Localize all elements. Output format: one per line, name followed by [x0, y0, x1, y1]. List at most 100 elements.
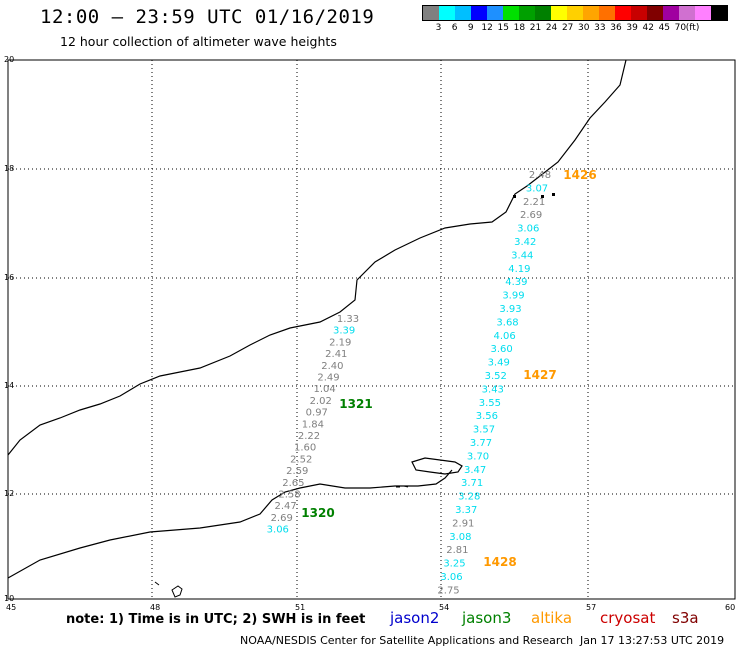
- legend-swatch: [679, 6, 695, 20]
- legend-label: 70: [674, 23, 687, 33]
- legend-color-bar: [422, 5, 728, 21]
- legend-swatch: [567, 6, 583, 20]
- wave-height-value: 4.19: [508, 264, 530, 275]
- wave-height-value: 3.57: [473, 425, 495, 436]
- legend-label: (ft): [685, 23, 700, 33]
- legend-label: 6: [451, 23, 458, 33]
- wave-height-value: 1.60: [294, 443, 316, 454]
- legend-label: 15: [497, 23, 509, 33]
- wave-height-value: 3.44: [511, 250, 533, 261]
- track-marker: [541, 195, 544, 198]
- lat-tick-label: 12: [4, 489, 15, 498]
- wave-height-value: 3.06: [267, 525, 289, 536]
- wave-height-value: 1.33: [337, 314, 359, 325]
- legend-label: 24: [545, 23, 558, 33]
- wave-height-value: 3.60: [491, 344, 513, 355]
- legend-label: 45: [658, 23, 671, 33]
- wave-height-value: 2.02: [310, 396, 332, 407]
- wave-height-value: 2.69: [271, 513, 293, 524]
- legend-swatch: [663, 6, 679, 20]
- wave-height-value: 3.93: [499, 304, 521, 315]
- legend-label: 36: [610, 23, 622, 33]
- legend-swatch: [711, 6, 727, 20]
- lat-tick-label: 10: [4, 594, 15, 603]
- wave-height-value: 3.06: [517, 224, 539, 235]
- track-time-label: 1428: [483, 555, 516, 569]
- wave-height-value: 2.81: [446, 545, 468, 556]
- lat-tick-label: 18: [4, 164, 15, 173]
- legend-swatch: [599, 6, 615, 20]
- wave-height-value: 3.39: [333, 326, 355, 337]
- wave-height-value: 3.70: [467, 451, 489, 462]
- lon-tick-label: 54: [439, 603, 450, 612]
- track-marker: [513, 195, 516, 198]
- legend-swatch: [535, 6, 551, 20]
- track-time-label: 1427: [523, 368, 556, 382]
- wave-height-value: 3.43: [482, 384, 504, 395]
- wave-height-value: 2.19: [329, 337, 351, 348]
- wave-height-value: 3.47: [464, 465, 486, 476]
- map-subtitle: 12 hour collection of altimeter wave hei…: [60, 34, 337, 49]
- satellite-name: jason3: [462, 609, 512, 627]
- lon-tick-label: 57: [586, 603, 597, 612]
- lat-tick-label: 20: [4, 55, 15, 64]
- coastline: [7, 59, 627, 579]
- credit-text: NOAA/NESDIS Center for Satellite Applica…: [240, 634, 574, 647]
- lat-tick-label: 14: [4, 381, 15, 390]
- wave-height-value: 3.06: [440, 572, 462, 583]
- legend-label: 12: [481, 23, 493, 33]
- legend-label: 18: [513, 23, 526, 33]
- legend-swatch: [647, 6, 663, 20]
- satellite-name: altika: [531, 609, 573, 627]
- wave-height-value: 2.65: [282, 478, 304, 489]
- legend-swatch: [519, 6, 535, 20]
- wave-height-value: 2.58: [278, 490, 300, 501]
- wave-height-value: 1.04: [313, 384, 335, 395]
- satellite-name: cryosat: [600, 609, 656, 627]
- legend-label: 39: [626, 23, 638, 33]
- legend-swatch: [631, 6, 647, 20]
- wave-height-value: 2.40: [321, 361, 343, 372]
- legend-swatch: [583, 6, 599, 20]
- islets: [154, 485, 409, 598]
- wave-height-value: 3.68: [496, 317, 518, 328]
- timestamp-text: Jan 17 13:27:53 UTC 2019: [580, 634, 725, 647]
- wave-height-value: 2.75: [437, 585, 459, 596]
- wave-height-value: 3.77: [470, 438, 492, 449]
- wave-height-value: 2.69: [520, 210, 542, 221]
- lon-tick-label: 51: [295, 603, 306, 612]
- wave-height-value: 3.71: [461, 478, 483, 489]
- wave-height-value: 4.39: [505, 277, 527, 288]
- legend-swatch: [615, 6, 631, 20]
- map-frame: [7, 59, 736, 600]
- legend-swatch: [439, 6, 455, 20]
- lon-tick-label: 45: [6, 603, 17, 612]
- wave-height-value: 2.22: [298, 431, 320, 442]
- wave-height-value: 2.41: [325, 349, 347, 360]
- wave-height-value: 2.21: [523, 197, 545, 208]
- satellite-name: s3a: [672, 609, 699, 627]
- track-time-label: 1426: [563, 168, 596, 182]
- wave-height-value: 2.47: [274, 501, 296, 512]
- wave-height-value: 2.52: [290, 454, 312, 465]
- legend-label: 30: [578, 23, 590, 33]
- lat-tick-label: 16: [4, 273, 15, 282]
- legend-swatch: [503, 6, 519, 20]
- wave-height-value: 2.91: [452, 518, 474, 529]
- lon-tick-label: 60: [725, 603, 736, 612]
- legend-swatch: [423, 6, 439, 20]
- wave-height-value: 3.99: [502, 291, 524, 302]
- footer-note: note: 1) Time is in UTC; 2) SWH is in fe…: [66, 612, 366, 627]
- track-values: 2.483.072.212.693.063.423.444.194.393.99…: [267, 170, 551, 596]
- legend-label: 9: [467, 23, 474, 33]
- wave-height-value: 3.28: [458, 492, 480, 503]
- wave-height-value: 2.48: [529, 170, 551, 181]
- wave-height-value: 3.08: [449, 532, 471, 543]
- island: [411, 457, 463, 475]
- wave-height-legend: 3 6 9 12 15 18 21 24 27 30 33 36 39 42 45 70 (ft): [422, 5, 728, 35]
- wave-height-value: 2.59: [286, 466, 308, 477]
- wave-height-value: 3.42: [514, 237, 536, 248]
- legend-label: 33: [594, 23, 606, 33]
- legend-label: 42: [642, 23, 654, 33]
